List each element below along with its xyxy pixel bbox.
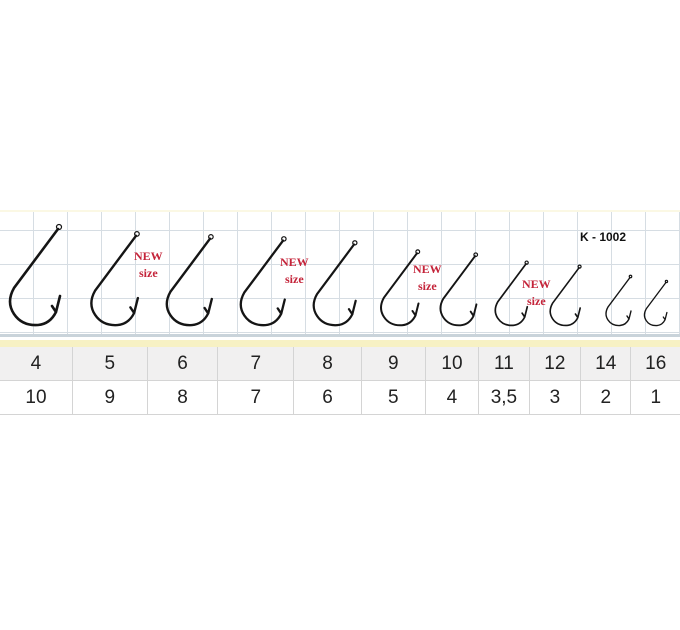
grid-background <box>0 210 680 337</box>
model-code: K - 1002 <box>580 230 627 244</box>
divider-band <box>0 340 680 347</box>
size-table: 4 5 6 7 8 9 10 11 12 14 16 10 9 8 7 6 5 4 3,5 3 2 1 <box>0 347 680 415</box>
secondary-size-cell: 1 <box>630 380 680 415</box>
secondary-size-cell: 8 <box>146 380 219 415</box>
hook-size-cell: 5 <box>71 347 148 381</box>
secondary-size-cell: 3,5 <box>478 380 530 415</box>
hook-size-cell: 12 <box>528 347 582 381</box>
fish-hook-icon <box>239 236 287 327</box>
fish-hook-icon <box>165 234 214 327</box>
hook-size-cell: 8 <box>293 347 362 381</box>
hook-size-cell: 14 <box>580 347 632 381</box>
secondary-size-cell: 7 <box>217 380 295 415</box>
hook-size-row: 4 5 6 7 8 9 10 11 12 14 16 <box>0 347 680 381</box>
fish-hook-icon <box>312 240 358 327</box>
secondary-size-cell: 4 <box>424 380 480 415</box>
hook-size-cell: 6 <box>146 347 219 381</box>
hook-size-cell: 4 <box>0 347 73 381</box>
secondary-size-cell: 5 <box>360 380 426 415</box>
fish-hook-icon <box>643 279 669 327</box>
hook-size-cell: 9 <box>360 347 426 381</box>
new-size-label: NEW size <box>280 255 309 286</box>
fish-hook-icon <box>8 223 63 327</box>
fish-hook-icon <box>439 252 479 327</box>
hook-size-cell: 10 <box>424 347 480 381</box>
secondary-size-cell: 9 <box>71 380 148 415</box>
secondary-size-row: 10 9 8 7 6 5 4 3,5 3 2 1 <box>0 380 680 415</box>
fish-hook-icon <box>549 264 582 327</box>
new-size-label: NEW size <box>413 262 442 293</box>
new-size-label: NEW size <box>522 277 551 308</box>
secondary-size-cell: 10 <box>0 380 73 415</box>
new-size-label: NEW size <box>134 249 163 280</box>
hook-size-cell: 7 <box>217 347 295 381</box>
secondary-size-cell: 6 <box>293 380 362 415</box>
secondary-size-cell: 3 <box>528 380 582 415</box>
fish-hook-icon <box>494 260 529 327</box>
hook-size-cell: 16 <box>630 347 680 381</box>
fish-hook-icon <box>380 249 421 327</box>
fish-hook-icon <box>605 274 633 327</box>
secondary-size-cell: 2 <box>580 380 632 415</box>
hook-size-cell: 11 <box>478 347 530 381</box>
hooks-illustration <box>8 223 669 327</box>
fish-hook-icon <box>90 231 140 327</box>
